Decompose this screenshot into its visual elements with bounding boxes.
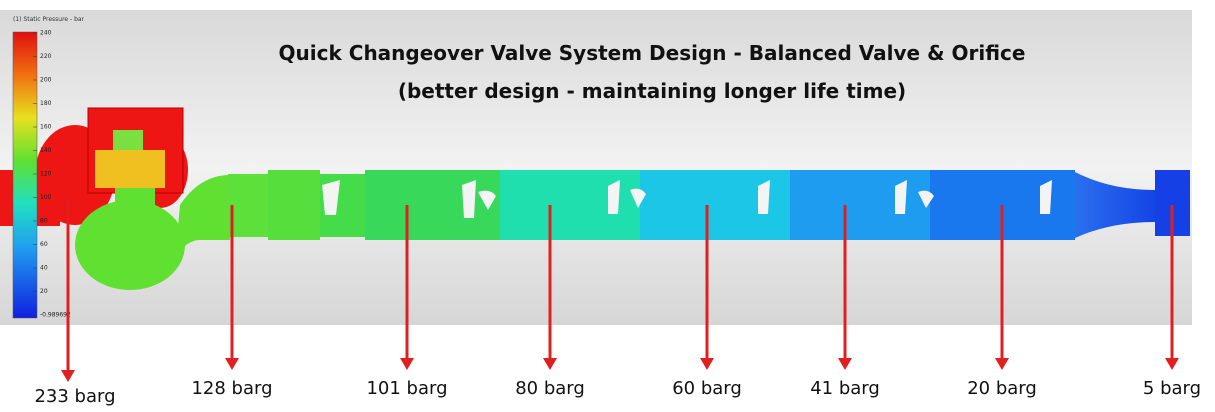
page: (1) Static Pressure - bar Quick Changeov… <box>0 0 1215 412</box>
colorbar-tick-label: 200 <box>40 77 52 84</box>
probe-label: 101 barg <box>366 378 447 399</box>
probe-label: 233 barg <box>34 386 115 407</box>
probe-arrow-head <box>700 358 714 370</box>
probe-arrow-head <box>400 358 414 370</box>
probe-label: 60 barg <box>672 378 742 399</box>
colorbar-title: (1) Static Pressure - bar <box>13 16 85 23</box>
colorbar-tick-label: 220 <box>40 53 52 60</box>
pipe <box>228 170 1190 240</box>
colorbar-tick-label: 100 <box>40 194 52 201</box>
probe-label: 20 barg <box>967 378 1037 399</box>
probe-label: 80 barg <box>515 378 585 399</box>
colorbar <box>13 32 37 318</box>
colorbar-tick-label: 60 <box>40 241 48 248</box>
probe-arrow-head <box>995 358 1009 370</box>
title-line: Quick Changeover Valve System Design - B… <box>279 41 1026 65</box>
colorbar-tick-label: 20 <box>40 288 48 295</box>
colorbar-tick-label: 40 <box>40 265 48 272</box>
probe-arrow-head <box>838 358 852 370</box>
probe-arrow-head <box>61 370 75 382</box>
probe-label: 5 barg <box>1143 378 1201 399</box>
colorbar-tick-label: -0.989692 <box>40 312 71 319</box>
colorbar-tick-label: 160 <box>40 124 52 131</box>
probe-label: 128 barg <box>191 378 272 399</box>
colorbar-tick-label: 180 <box>40 100 52 107</box>
colorbar-tick-label: 120 <box>40 171 52 178</box>
probe-arrow-head <box>1165 358 1179 370</box>
colorbar-tick-label: 140 <box>40 147 52 154</box>
probe-arrow-head <box>225 358 239 370</box>
colorbar-tick-label: 240 <box>40 30 52 37</box>
title-line: (better design - maintaining longer life… <box>398 79 906 103</box>
colorbar-tick-label: 80 <box>40 218 48 225</box>
probe-arrow-head <box>543 358 557 370</box>
probe-label: 41 barg <box>810 378 880 399</box>
simulation-figure: (1) Static Pressure - bar Quick Changeov… <box>0 0 1215 412</box>
